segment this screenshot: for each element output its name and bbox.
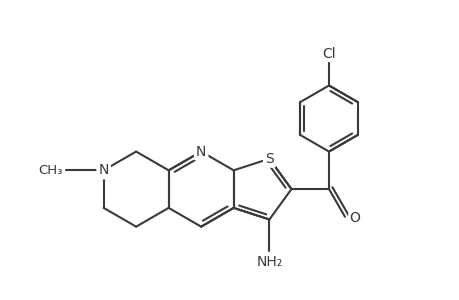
- Text: CH₃: CH₃: [39, 164, 63, 177]
- Text: N: N: [196, 145, 206, 159]
- Text: S: S: [264, 152, 273, 166]
- Text: N: N: [98, 163, 109, 177]
- Text: NH₂: NH₂: [256, 254, 282, 268]
- Text: O: O: [349, 211, 360, 225]
- Text: Cl: Cl: [321, 46, 335, 61]
